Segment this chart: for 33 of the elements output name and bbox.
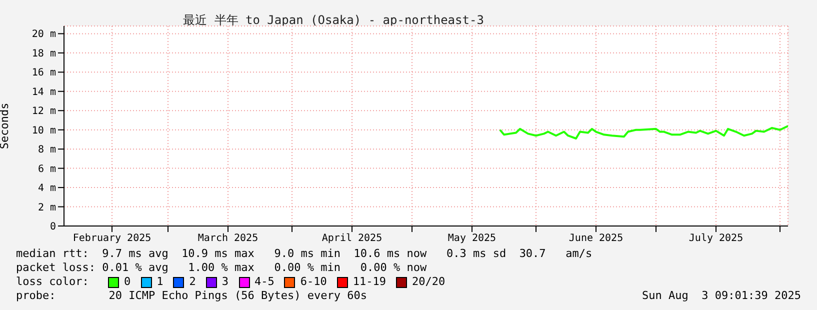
y-axis-title: Seconds (0, 102, 11, 150)
y-tick-label: 0 (50, 222, 56, 233)
text: median rtt: 9.7 ms avg 10.9 ms max 9.0 ms min 10.6 ms now 0.3 ms sd 30.7 am/s (16, 247, 594, 261)
x-tick-label: May 2025 (448, 233, 496, 244)
y-tick-label: 8 m (38, 144, 56, 156)
text: Sun Aug 3 09:01:39 2025 (642, 289, 801, 303)
y-tick-label: 14 m (32, 86, 56, 98)
legend-label: 6-10 (299, 275, 327, 289)
y-tick-label: 10 m (32, 125, 56, 136)
x-tick-label: June 2025 (568, 233, 624, 244)
text: packet loss: 0.01 % avg 1.00 % max 0.00 % min 0.00 % now (16, 261, 428, 275)
x-tick-label: February 2025 (72, 233, 152, 244)
legend-label: 20/20 (411, 275, 446, 289)
x-tick-label: March 2025 (198, 233, 258, 244)
chart-title: 最近 半年 to Japan (Osaka) - ap-northeast-3 (182, 12, 485, 29)
legend-label: 3 (220, 275, 228, 289)
y-tick-label: 18 m (32, 48, 56, 60)
y-tick-label: 2 m (38, 202, 56, 214)
x-tick-label: April 2025 (322, 233, 382, 244)
legend-label: 0 (123, 275, 131, 289)
legend-label: 2 (188, 275, 196, 289)
legend-label: 11-19 (352, 275, 386, 289)
legend-label: 1 (156, 275, 164, 289)
legend-label: 4-5 (254, 275, 274, 289)
y-tick-label: 20 m (32, 29, 56, 40)
y-tick-label: 12 m (32, 106, 56, 118)
y-tick-label: 4 m (38, 183, 56, 194)
legend-title: loss color: (16, 275, 90, 289)
line-series (499, 125, 788, 140)
x-tick-label: July 2025 (688, 233, 744, 244)
y-tick-label: 16 m (32, 68, 56, 79)
y-tick-label: 6 m (38, 164, 56, 175)
text: probe: 20 ICMP Echo Pings (56 Bytes) every 60s (16, 289, 367, 303)
